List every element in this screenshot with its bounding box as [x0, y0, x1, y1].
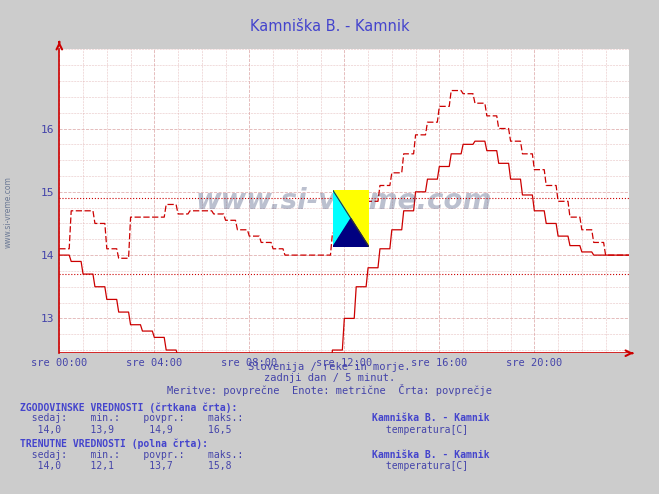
Text: 14,0     12,1      13,7      15,8: 14,0 12,1 13,7 15,8 [20, 461, 231, 471]
Text: temperatura[C]: temperatura[C] [380, 425, 469, 435]
Text: temperatura[C]: temperatura[C] [380, 461, 469, 471]
Text: ZGODOVINSKE VREDNOSTI (črtkana črta):: ZGODOVINSKE VREDNOSTI (črtkana črta): [20, 403, 237, 413]
Text: sedaj:    min.:    povpr.:    maks.:: sedaj: min.: povpr.: maks.: [20, 413, 243, 423]
Text: sedaj:    min.:    povpr.:    maks.:: sedaj: min.: povpr.: maks.: [20, 450, 243, 459]
Polygon shape [333, 218, 369, 247]
Polygon shape [333, 190, 351, 247]
Text: 14,0     13,9      14,9      16,5: 14,0 13,9 14,9 16,5 [20, 425, 231, 435]
Text: Meritve: povprečne  Enote: metrične  Črta: povprečje: Meritve: povprečne Enote: metrične Črta:… [167, 384, 492, 396]
Text: www.si-vreme.com: www.si-vreme.com [3, 176, 13, 248]
Text: zadnji dan / 5 minut.: zadnji dan / 5 minut. [264, 373, 395, 383]
Text: Kamniška B. - Kamnik: Kamniška B. - Kamnik [372, 413, 490, 423]
Text: www.si-vreme.com: www.si-vreme.com [196, 187, 492, 215]
Text: Slovenija / reke in morje.: Slovenija / reke in morje. [248, 362, 411, 371]
Text: TRENUTNE VREDNOSTI (polna črta):: TRENUTNE VREDNOSTI (polna črta): [20, 439, 208, 449]
Text: Kamniška B. - Kamnik: Kamniška B. - Kamnik [250, 19, 409, 34]
Text: Kamniška B. - Kamnik: Kamniška B. - Kamnik [372, 450, 490, 459]
